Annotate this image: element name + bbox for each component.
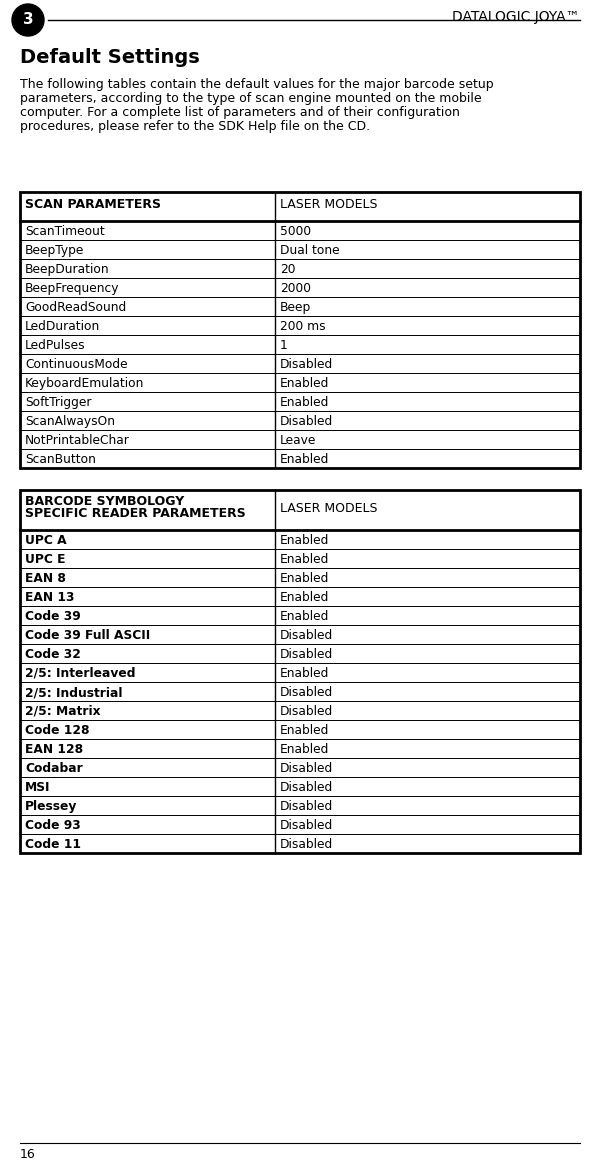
Text: 2/5: Matrix: 2/5: Matrix bbox=[25, 705, 101, 717]
Text: BARCODE SYMBOLOGY: BARCODE SYMBOLOGY bbox=[25, 495, 184, 509]
Text: Disabled: Disabled bbox=[280, 648, 333, 661]
Text: BeepDuration: BeepDuration bbox=[25, 264, 110, 276]
Text: LedPulses: LedPulses bbox=[25, 339, 86, 352]
Text: EAN 13: EAN 13 bbox=[25, 591, 74, 604]
Text: Default Settings: Default Settings bbox=[20, 48, 200, 67]
Text: SPECIFIC READER PARAMETERS: SPECIFIC READER PARAMETERS bbox=[25, 507, 246, 520]
Text: LASER MODELS: LASER MODELS bbox=[280, 502, 377, 514]
Bar bbox=[20, 490, 580, 853]
Text: Enabled: Enabled bbox=[280, 534, 329, 547]
Text: Disabled: Disabled bbox=[280, 414, 333, 428]
Text: SoftTrigger: SoftTrigger bbox=[25, 396, 91, 409]
Text: LedDuration: LedDuration bbox=[25, 320, 100, 333]
Text: 2000: 2000 bbox=[280, 282, 311, 295]
Text: SCAN PARAMETERS: SCAN PARAMETERS bbox=[25, 199, 161, 211]
Text: Leave: Leave bbox=[280, 434, 316, 447]
Text: Enabled: Enabled bbox=[280, 743, 329, 756]
Text: GoodReadSound: GoodReadSound bbox=[25, 301, 126, 313]
Text: Disabled: Disabled bbox=[280, 762, 333, 776]
Text: BeepFrequency: BeepFrequency bbox=[25, 282, 119, 295]
Text: Disabled: Disabled bbox=[280, 819, 333, 832]
Text: MSI: MSI bbox=[25, 781, 50, 794]
Text: Code 39: Code 39 bbox=[25, 610, 81, 623]
Bar bbox=[20, 192, 580, 468]
Text: BeepType: BeepType bbox=[25, 244, 85, 257]
Text: Enabled: Enabled bbox=[280, 377, 329, 390]
Text: KeyboardEmulation: KeyboardEmulation bbox=[25, 377, 145, 390]
Text: UPC A: UPC A bbox=[25, 534, 67, 547]
Text: UPC E: UPC E bbox=[25, 553, 65, 567]
Text: Codabar: Codabar bbox=[25, 762, 83, 776]
Text: 200 ms: 200 ms bbox=[280, 320, 325, 333]
Text: Disabled: Disabled bbox=[280, 629, 333, 642]
Text: Enabled: Enabled bbox=[280, 453, 329, 466]
Text: LASER MODELS: LASER MODELS bbox=[280, 197, 377, 210]
Text: 16: 16 bbox=[20, 1148, 36, 1161]
Text: 2/5: Interleaved: 2/5: Interleaved bbox=[25, 668, 136, 680]
Text: Code 128: Code 128 bbox=[25, 724, 89, 737]
Text: parameters, according to the type of scan engine mounted on the mobile: parameters, according to the type of sca… bbox=[20, 92, 482, 104]
Text: Plessey: Plessey bbox=[25, 800, 77, 813]
Text: The following tables contain the default values for the major barcode setup: The following tables contain the default… bbox=[20, 78, 494, 91]
Circle shape bbox=[12, 3, 44, 36]
Text: computer. For a complete list of parameters and of their configuration: computer. For a complete list of paramet… bbox=[20, 106, 460, 118]
Text: ContinuousMode: ContinuousMode bbox=[25, 358, 128, 372]
Text: Enabled: Enabled bbox=[280, 591, 329, 604]
Text: 3: 3 bbox=[23, 13, 34, 28]
Text: 1: 1 bbox=[280, 339, 287, 352]
Text: ScanTimeout: ScanTimeout bbox=[25, 225, 105, 238]
Text: Code 93: Code 93 bbox=[25, 819, 81, 832]
Text: Enabled: Enabled bbox=[280, 572, 329, 585]
Text: DATALOGIC JOYA™: DATALOGIC JOYA™ bbox=[452, 10, 580, 24]
Text: Code 39 Full ASCII: Code 39 Full ASCII bbox=[25, 629, 150, 642]
Text: 20: 20 bbox=[280, 264, 295, 276]
Text: Disabled: Disabled bbox=[280, 800, 333, 813]
Text: Enabled: Enabled bbox=[280, 724, 329, 737]
Text: ScanButton: ScanButton bbox=[25, 453, 96, 466]
Text: 5000: 5000 bbox=[280, 225, 311, 238]
Text: Enabled: Enabled bbox=[280, 610, 329, 623]
Text: Disabled: Disabled bbox=[280, 705, 333, 717]
Text: Disabled: Disabled bbox=[280, 358, 333, 372]
Text: Disabled: Disabled bbox=[280, 686, 333, 699]
Text: 2/5: Industrial: 2/5: Industrial bbox=[25, 686, 122, 699]
Text: Enabled: Enabled bbox=[280, 553, 329, 567]
Text: Code 11: Code 11 bbox=[25, 838, 81, 851]
Text: Disabled: Disabled bbox=[280, 838, 333, 851]
Text: Beep: Beep bbox=[280, 301, 311, 313]
Text: procedures, please refer to the SDK Help file on the CD.: procedures, please refer to the SDK Help… bbox=[20, 120, 370, 134]
Text: EAN 8: EAN 8 bbox=[25, 572, 66, 585]
Text: Enabled: Enabled bbox=[280, 396, 329, 409]
Text: NotPrintableChar: NotPrintableChar bbox=[25, 434, 130, 447]
Text: Enabled: Enabled bbox=[280, 668, 329, 680]
Text: Disabled: Disabled bbox=[280, 781, 333, 794]
Text: ScanAlwaysOn: ScanAlwaysOn bbox=[25, 414, 115, 428]
Text: EAN 128: EAN 128 bbox=[25, 743, 83, 756]
Text: Code 32: Code 32 bbox=[25, 648, 81, 661]
Text: Dual tone: Dual tone bbox=[280, 244, 340, 257]
